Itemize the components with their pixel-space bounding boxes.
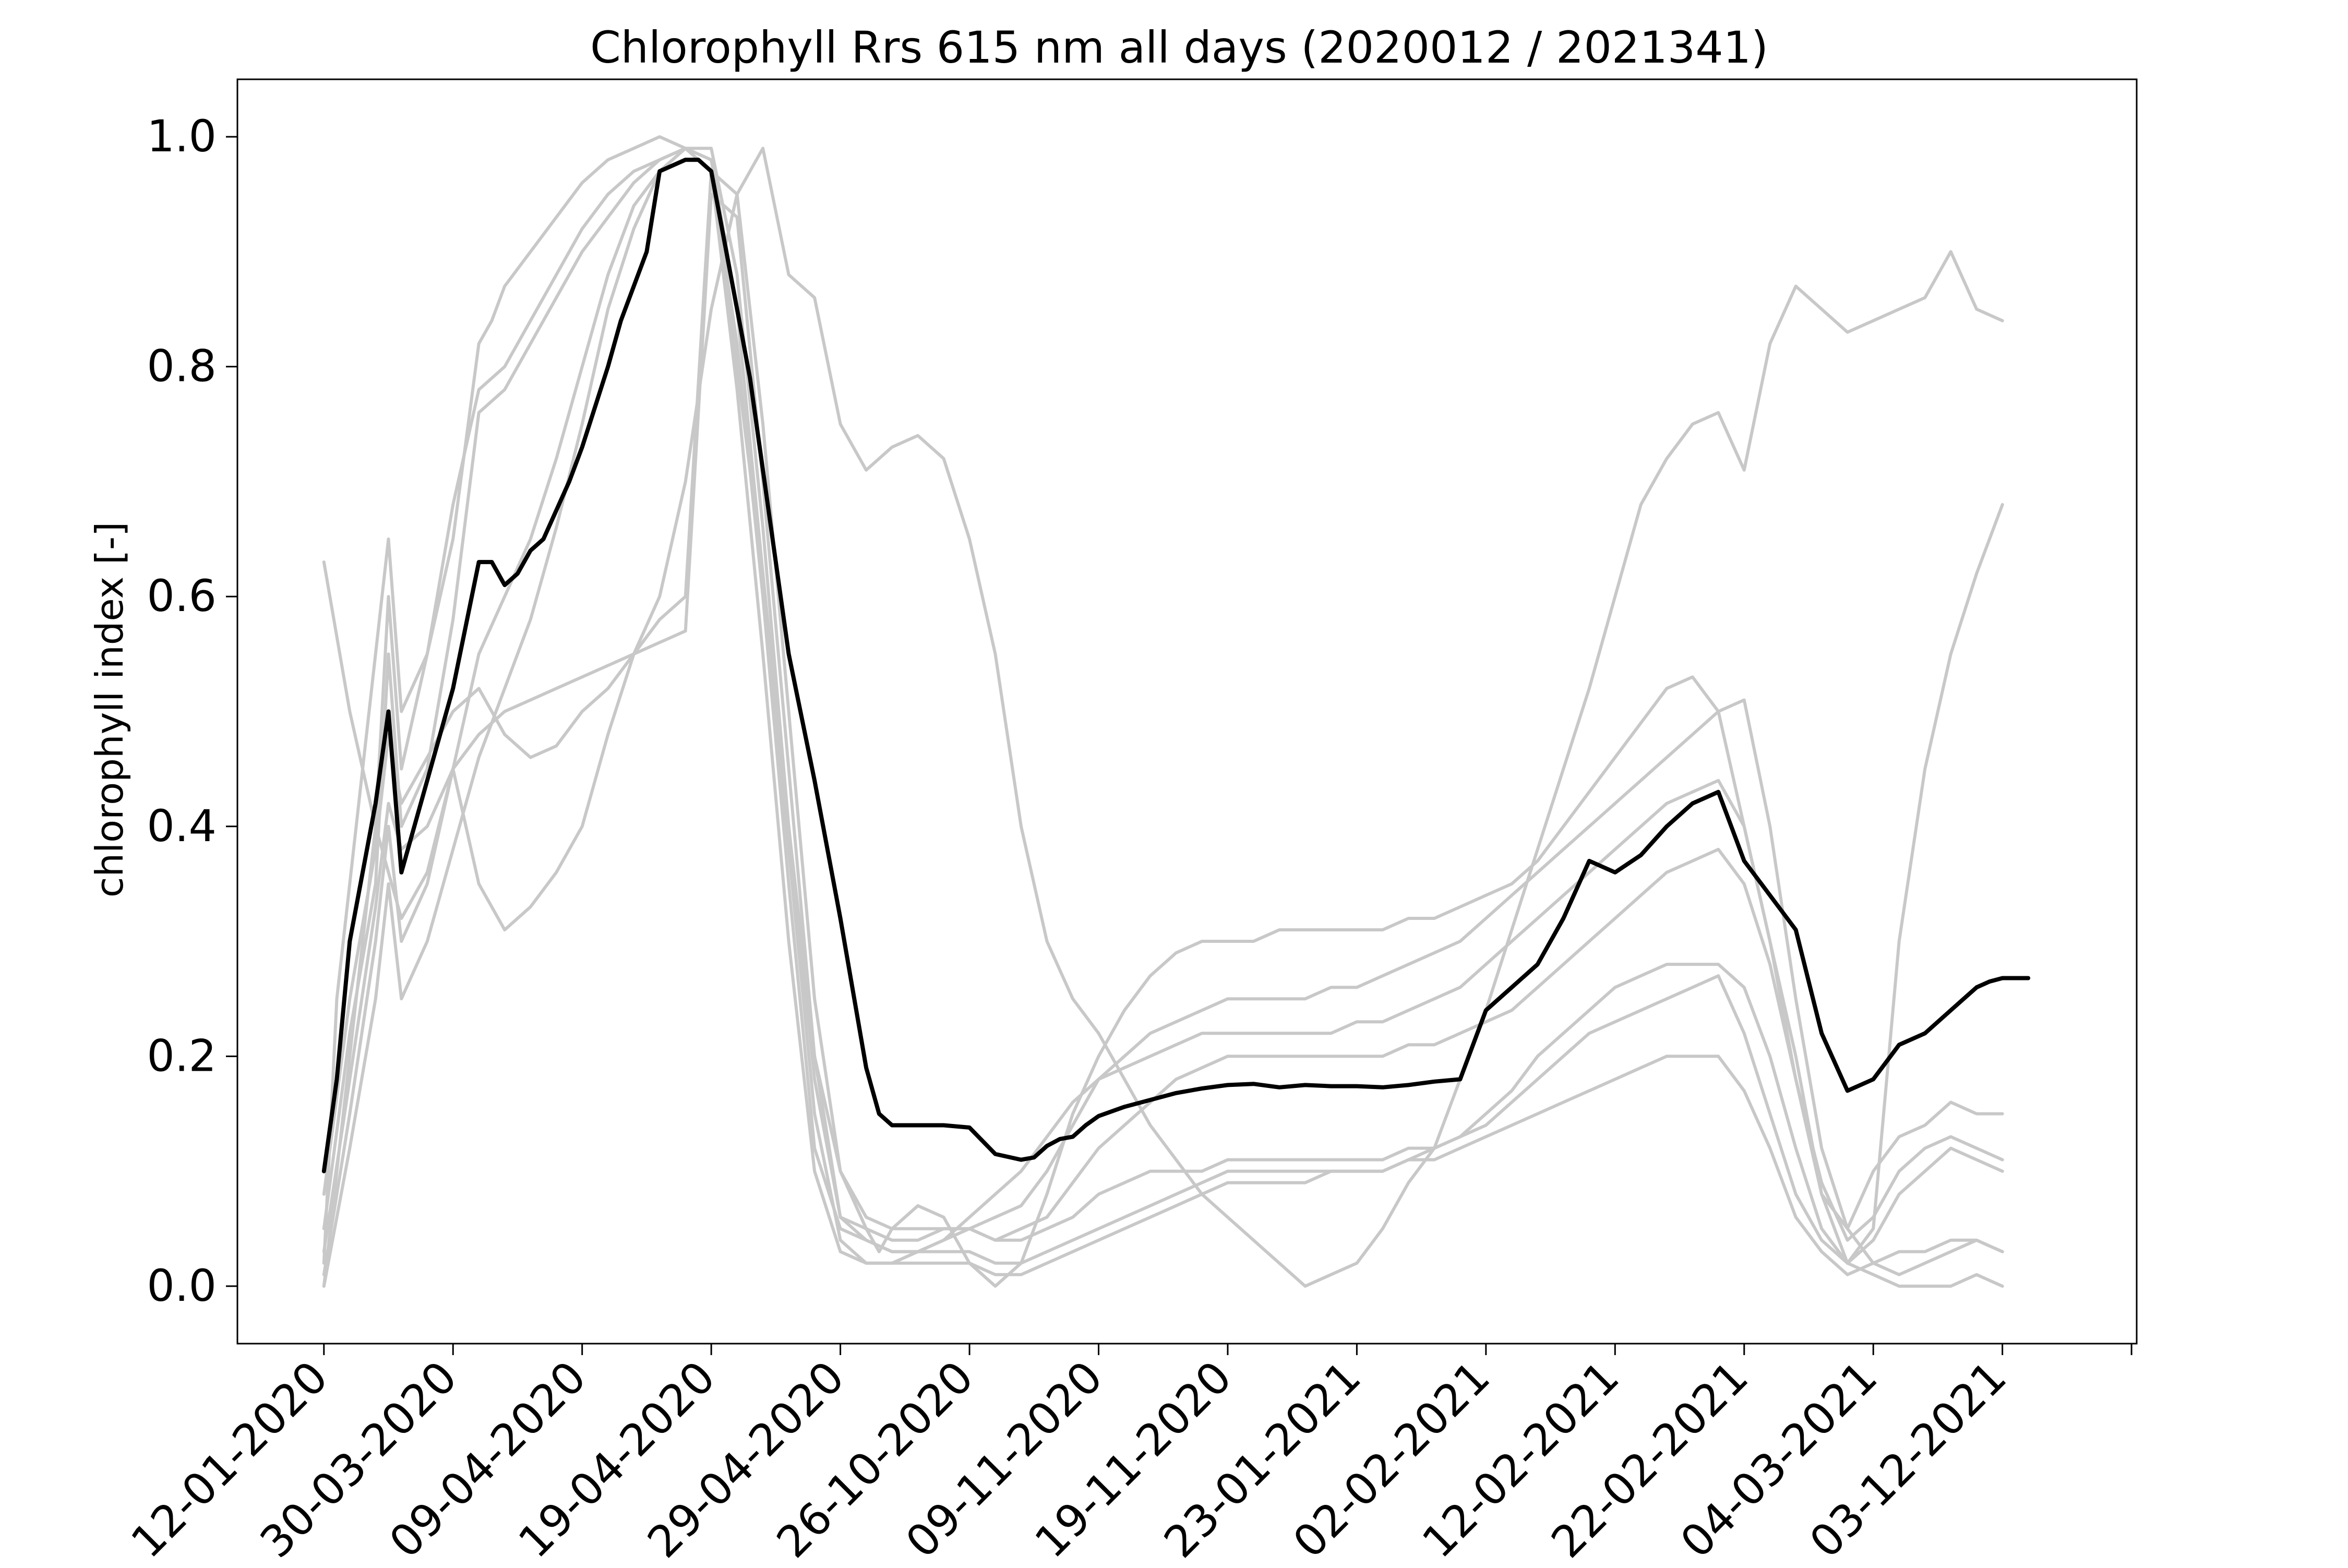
series-layer: [322, 135, 2004, 1288]
y-tick-label: 0.6: [147, 570, 217, 621]
y-tick-label: 0.4: [147, 800, 217, 852]
mean-layer: [321, 158, 2031, 1174]
series-line-2: [322, 135, 2004, 1288]
series-line-3: [322, 147, 2004, 1288]
y-tick-label: 0.0: [147, 1260, 217, 1311]
series-line-5: [322, 170, 2004, 1242]
y-axis-label: chlorophyll index [-]: [88, 522, 131, 897]
series-line-8: [322, 147, 2004, 1288]
plot-frame: [236, 78, 2138, 1345]
series-line-6: [322, 193, 2004, 1265]
y-tick-label: 0.8: [147, 341, 217, 392]
y-tick-label: 0.2: [147, 1030, 217, 1081]
mean-series-line: [321, 158, 2031, 1174]
chart-title: Chlorophyll Rrs 615 nm all days (2020012…: [590, 22, 1768, 73]
y-tick-label: 1.0: [147, 111, 217, 162]
series-line-4: [322, 147, 2004, 1253]
series-line-7: [322, 147, 2004, 1276]
